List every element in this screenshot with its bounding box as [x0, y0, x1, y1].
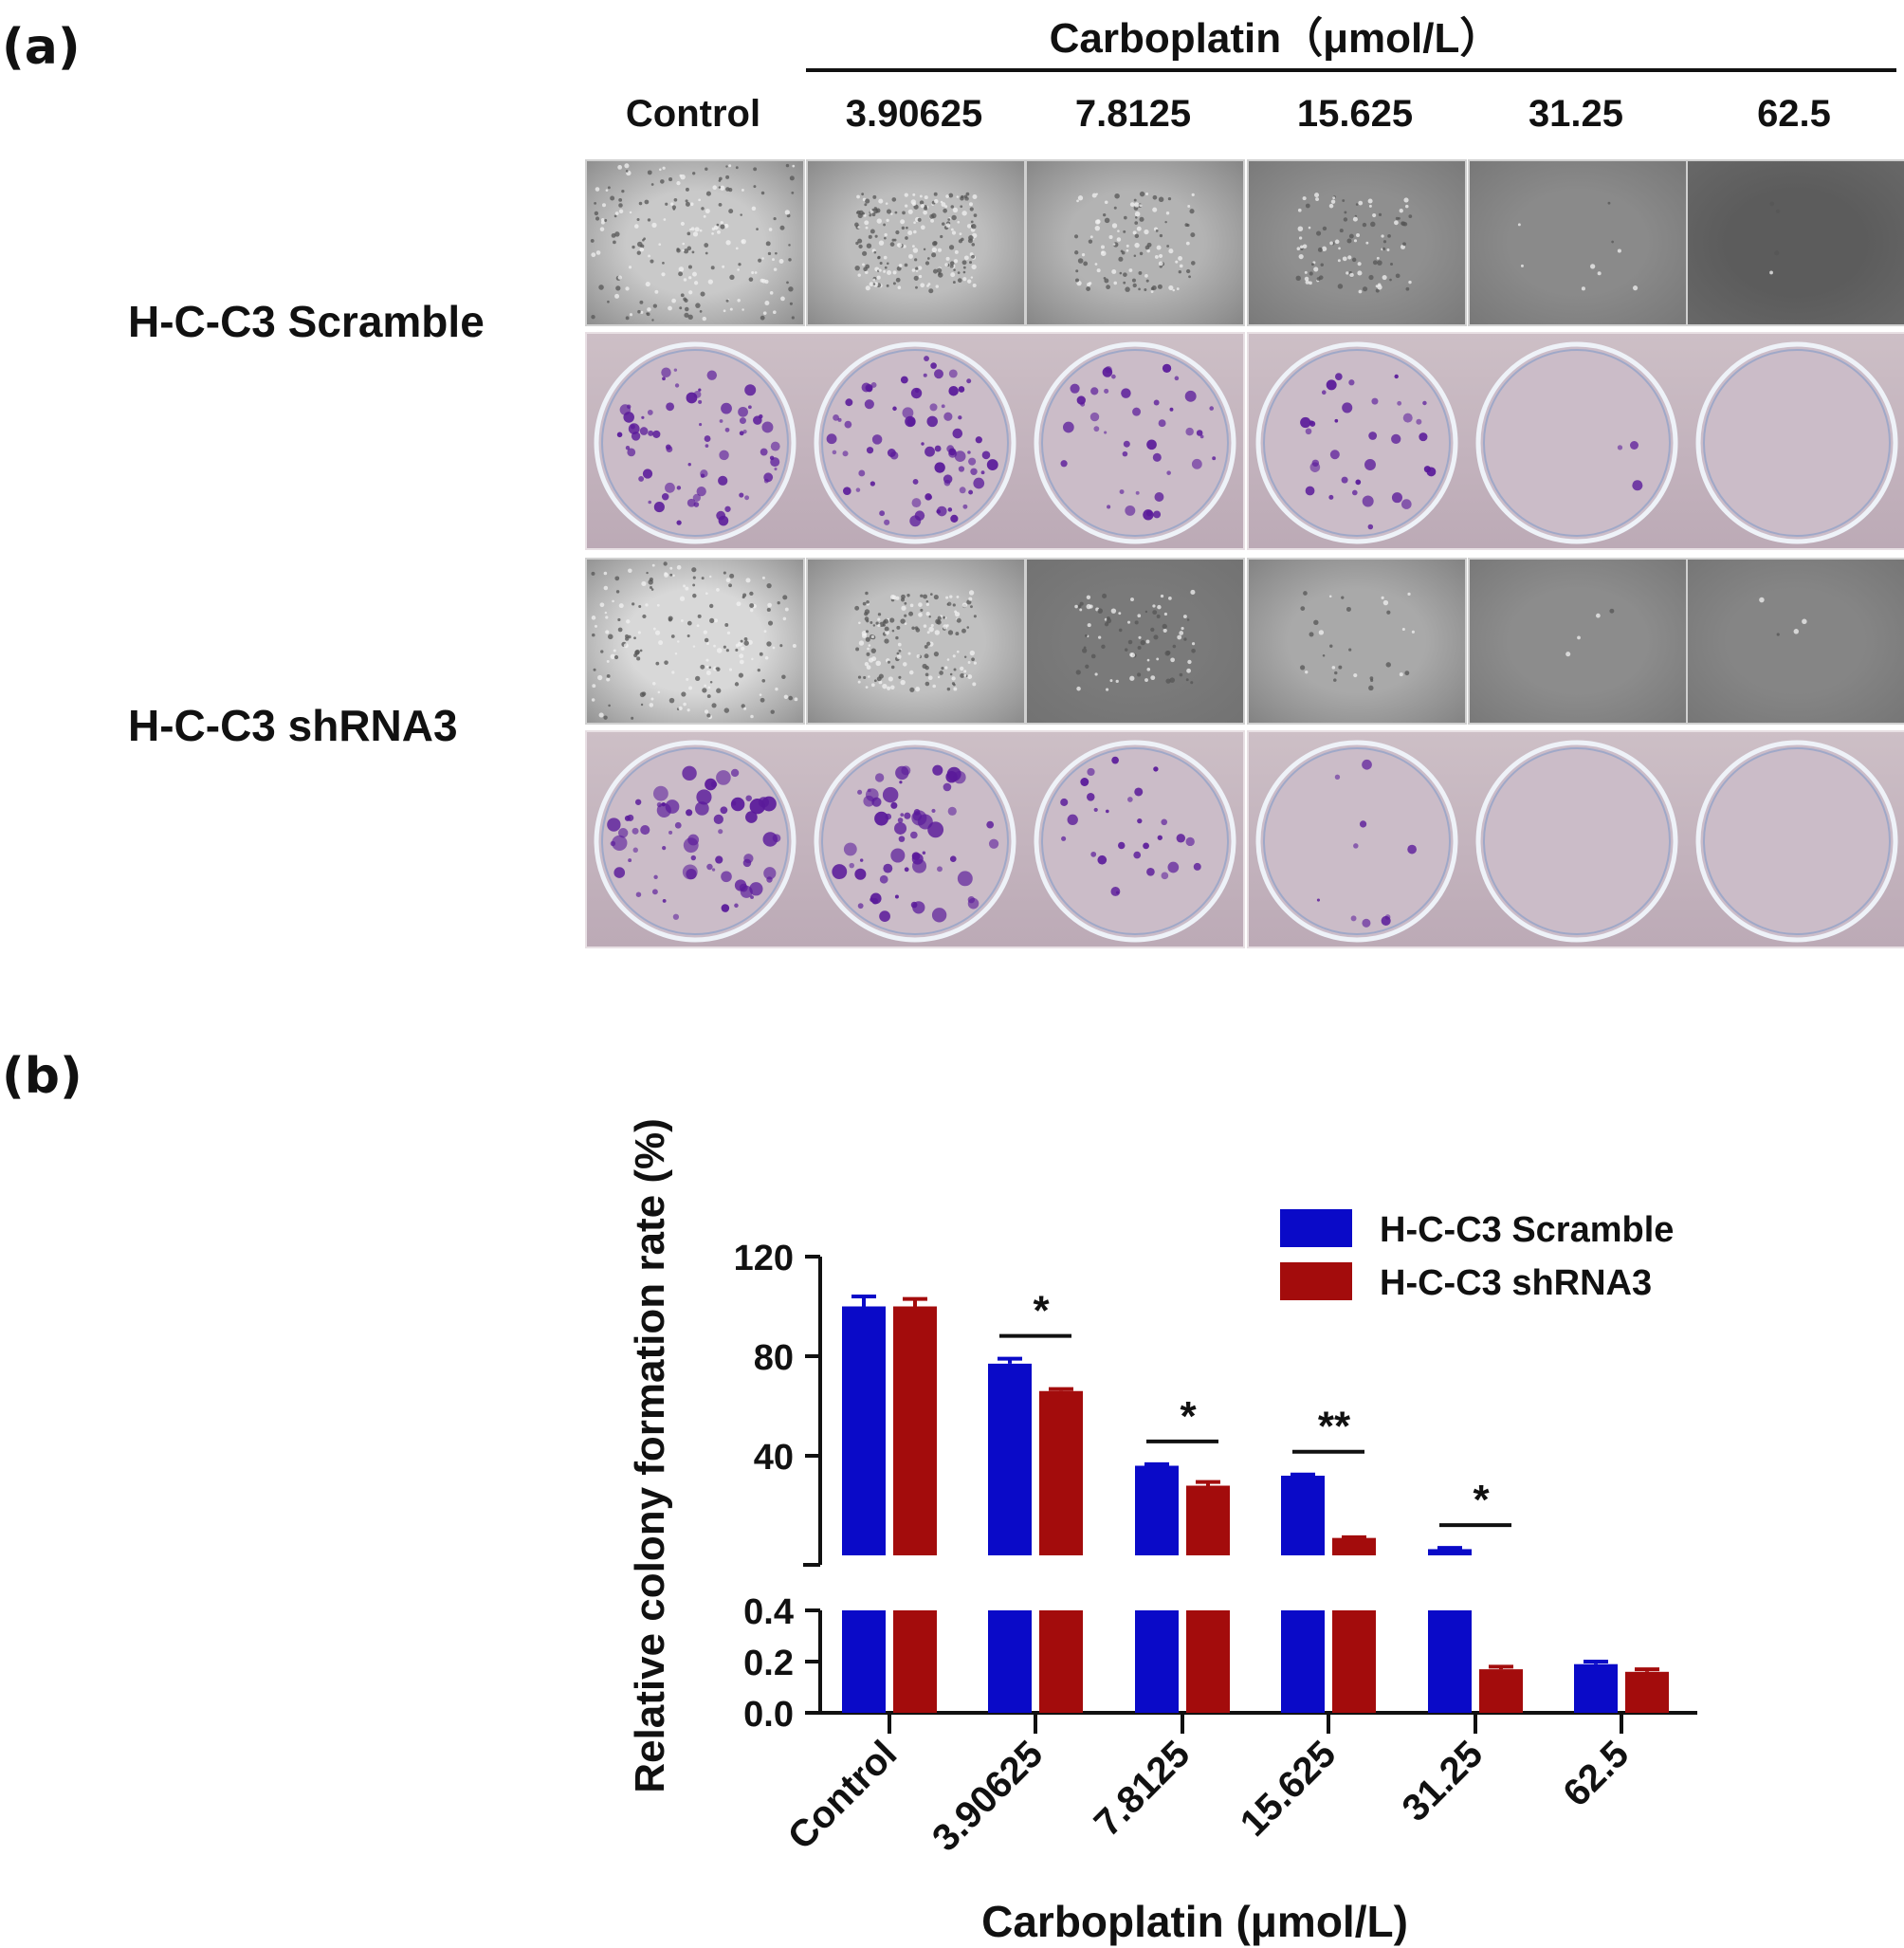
column-header: 15.625	[1296, 93, 1414, 135]
bar	[1186, 1610, 1230, 1713]
bar	[1135, 1610, 1179, 1713]
micrograph	[1686, 558, 1904, 725]
column-header: 3.90625	[845, 93, 983, 135]
micrograph	[1468, 159, 1688, 326]
bar	[1332, 1537, 1376, 1555]
bar	[1281, 1476, 1325, 1555]
column-header: 7.8125	[1074, 93, 1192, 135]
bar	[988, 1363, 1032, 1555]
micrograph	[585, 159, 805, 326]
significance-mark: *	[1473, 1477, 1490, 1523]
x-tick-label: 7.8125	[1087, 1733, 1199, 1845]
x-tick-label: 3.90625	[925, 1733, 1051, 1859]
x-tick-label: 15.625	[1233, 1733, 1345, 1845]
micrograph	[585, 558, 805, 725]
carboplatin-header: Carboplatin（μmol/L）	[1049, 15, 1502, 62]
x-tick-label: Control	[780, 1733, 906, 1858]
colony-bar-chart: 40 80 120 0.0 0.2 0.4 Control 3.90625 7.8125 15.6…	[627, 1118, 1697, 1946]
y-tick-label: 0.4	[743, 1592, 794, 1632]
bar	[1039, 1610, 1083, 1713]
micrograph	[1025, 159, 1245, 326]
header-rule	[806, 68, 1896, 72]
micrograph	[1247, 558, 1467, 725]
bar	[988, 1610, 1032, 1713]
colony-plate	[1247, 730, 1904, 948]
significance-mark: *	[1033, 1288, 1050, 1334]
bar	[1428, 1610, 1472, 1713]
panel-b-label: (b)	[2, 1048, 82, 1105]
x-tick-label: 31.25	[1394, 1733, 1491, 1829]
column-header: Control	[625, 93, 761, 135]
bar	[1135, 1465, 1179, 1555]
y-tick-label: 0.0	[743, 1695, 794, 1735]
legend-swatch	[1280, 1262, 1352, 1300]
panel-a-label: (a)	[2, 19, 81, 76]
x-tick-label: 62.5	[1555, 1733, 1637, 1814]
micrograph	[806, 558, 1026, 725]
bar	[1332, 1610, 1376, 1713]
legend-label: H-C-C3 Scramble	[1380, 1210, 1674, 1250]
bar	[893, 1610, 937, 1713]
micrograph	[1686, 159, 1904, 326]
row-label: H-C-C3 shRNA3	[128, 701, 458, 750]
bar	[1625, 1671, 1669, 1713]
y-tick-label: 120	[734, 1239, 794, 1278]
bar	[1039, 1390, 1083, 1555]
x-axis-title: Carboplatin (μmol/L)	[981, 1897, 1408, 1946]
bar	[1281, 1610, 1325, 1713]
y-axis-title: Relative colony formation rate (%)	[627, 1118, 673, 1792]
significance-mark: **	[1318, 1404, 1351, 1450]
bar	[1186, 1485, 1230, 1555]
bar	[842, 1306, 886, 1555]
micrograph	[1247, 159, 1467, 326]
bar	[1574, 1663, 1618, 1713]
micrograph	[1025, 558, 1245, 725]
legend-swatch	[1280, 1209, 1352, 1247]
micrograph	[1468, 558, 1688, 725]
bar	[1428, 1549, 1472, 1555]
bar	[893, 1306, 937, 1555]
bar	[842, 1610, 886, 1713]
y-tick-label: 0.2	[743, 1644, 794, 1683]
row-label: H-C-C3 Scramble	[128, 297, 485, 346]
legend-label: H-C-C3 shRNA3	[1380, 1263, 1652, 1303]
colony-plate	[585, 332, 1245, 550]
y-tick-label: 80	[754, 1338, 794, 1378]
colony-plate	[585, 730, 1245, 948]
column-header: 31.25	[1528, 93, 1624, 135]
y-tick-label: 40	[754, 1438, 794, 1478]
bar	[1479, 1669, 1523, 1713]
significance-mark: *	[1180, 1393, 1197, 1440]
micrograph	[806, 159, 1026, 326]
colony-plate	[1247, 332, 1904, 550]
column-header: 62.5	[1757, 93, 1831, 135]
